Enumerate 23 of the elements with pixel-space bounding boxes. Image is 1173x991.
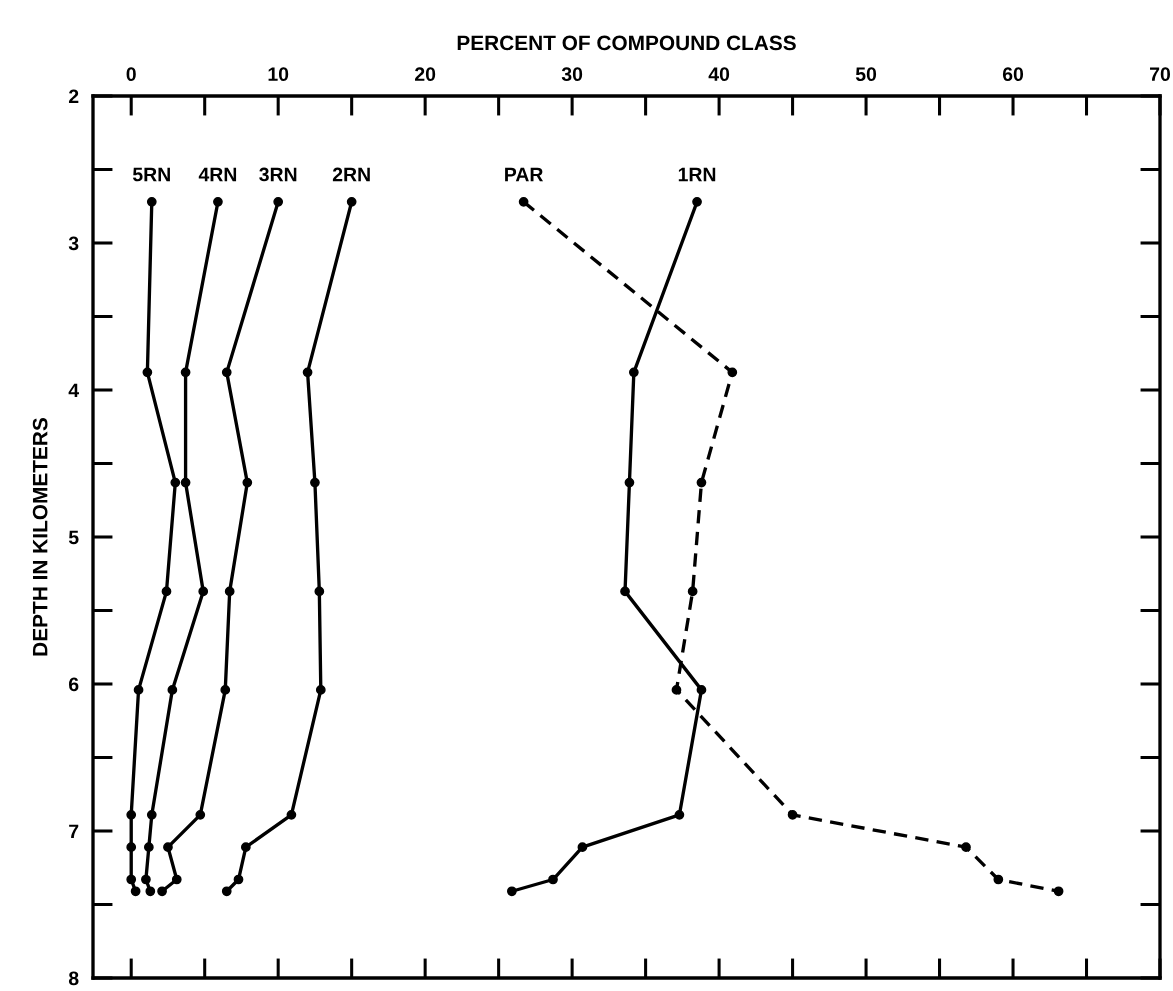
series-label: 3RN <box>259 167 297 182</box>
y-tick-label: 5 <box>68 530 79 545</box>
series-label: PAR <box>505 167 544 182</box>
legend-label: 5RN <box>132 167 170 182</box>
y-tick-label: 8 <box>68 971 79 986</box>
series-label: 2RN <box>332 167 370 182</box>
x-tick-label: 30 <box>561 67 583 82</box>
y-tick-label: 4 <box>68 383 80 398</box>
series-label: 1RN <box>678 167 716 182</box>
x-tick-label: 10 <box>268 67 289 82</box>
x-tick-label: 0 <box>126 67 136 82</box>
series-label: 4RN <box>198 167 237 182</box>
x-tick-label: 40 <box>708 67 730 82</box>
y-tick-label: 3 <box>68 236 79 251</box>
x-tick-label: 60 <box>1002 67 1024 82</box>
y-axis-title: DEPTH IN KILOMETERS <box>32 418 48 656</box>
x-axis-title: PERCENT OF COMPOUND CLASS <box>457 35 796 51</box>
y-tick-label: 6 <box>69 677 79 692</box>
x-tick-label: 70 <box>1150 67 1171 82</box>
x-tick-label: 20 <box>415 67 436 82</box>
x-tick-label: 50 <box>855 67 877 82</box>
y-tick-label: 2 <box>68 89 79 104</box>
y-tick-label: 7 <box>69 824 79 839</box>
